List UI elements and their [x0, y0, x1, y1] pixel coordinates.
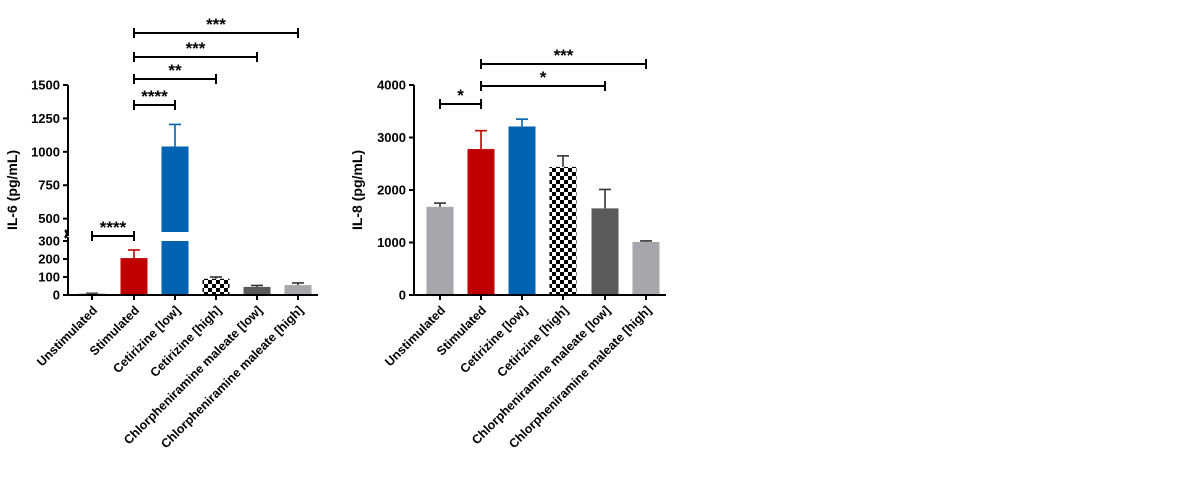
bar: [508, 126, 536, 295]
y-tick-label: 300: [38, 234, 60, 249]
significance-bracket: [133, 74, 217, 84]
significance-label: ***: [206, 15, 226, 34]
bar: [202, 278, 230, 295]
significance-bracket: [439, 99, 482, 109]
bar: [591, 208, 619, 295]
x-tick-label: Cetirizine [high]: [494, 303, 571, 380]
significance-label: ***: [554, 46, 574, 65]
y-tick-label: 500: [38, 211, 60, 226]
x-tick-label: Unstimulated: [34, 303, 100, 369]
il8-chart: 0 1000 2000 3000 4000 IL-8 (pg/mL) Unstimulate…: [349, 46, 666, 451]
bar: [161, 146, 189, 232]
significance-label: ****: [141, 87, 168, 106]
y-tick-label: 4000: [377, 78, 406, 93]
significance-bracket: [480, 59, 647, 69]
y-tick-label: 0: [399, 288, 406, 303]
il6-chart: 0 100 200 300 500 750 1000 1250 1500 IL-6 (pg/mL)…: [4, 15, 318, 451]
bar: [120, 258, 148, 295]
significance-label: *: [457, 86, 464, 105]
y-tick-label: 3000: [377, 130, 406, 145]
y-tick-label: 1500: [31, 78, 60, 93]
y-tick-label: 100: [38, 270, 60, 285]
significance-label: ****: [100, 218, 127, 237]
significance-bracket: [133, 100, 176, 110]
significance-bracket: [133, 28, 299, 38]
x-tick-label: Unstimulated: [382, 303, 448, 369]
bar: [549, 166, 577, 295]
x-tick-label: Cetirizine [high]: [147, 303, 224, 380]
y-tick-label: 1250: [31, 111, 60, 126]
bar: [161, 241, 189, 295]
significance-bracket: [133, 52, 258, 62]
significance-bracket: [480, 81, 606, 91]
bar: [467, 149, 495, 295]
y-tick-label: 0: [53, 288, 60, 303]
y-tick-label: 750: [38, 178, 60, 193]
significance-label: **: [168, 61, 182, 80]
y-tick-label: 1000: [377, 235, 406, 250]
y-axis-label: IL-8 (pg/mL): [349, 150, 365, 230]
significance-bracket: [91, 231, 135, 241]
y-tick-label: 200: [38, 252, 60, 267]
bar: [632, 241, 660, 295]
y-axis-label: IL-6 (pg/mL): [4, 150, 20, 230]
bar: [243, 286, 271, 295]
significance-label: *: [540, 68, 547, 87]
bar: [284, 285, 312, 295]
significance-label: ***: [186, 39, 206, 58]
y-tick-label: 2000: [377, 183, 406, 198]
axis-break-mark: [64, 229, 68, 238]
bar: [426, 206, 454, 295]
y-tick-label: 1000: [31, 144, 60, 159]
